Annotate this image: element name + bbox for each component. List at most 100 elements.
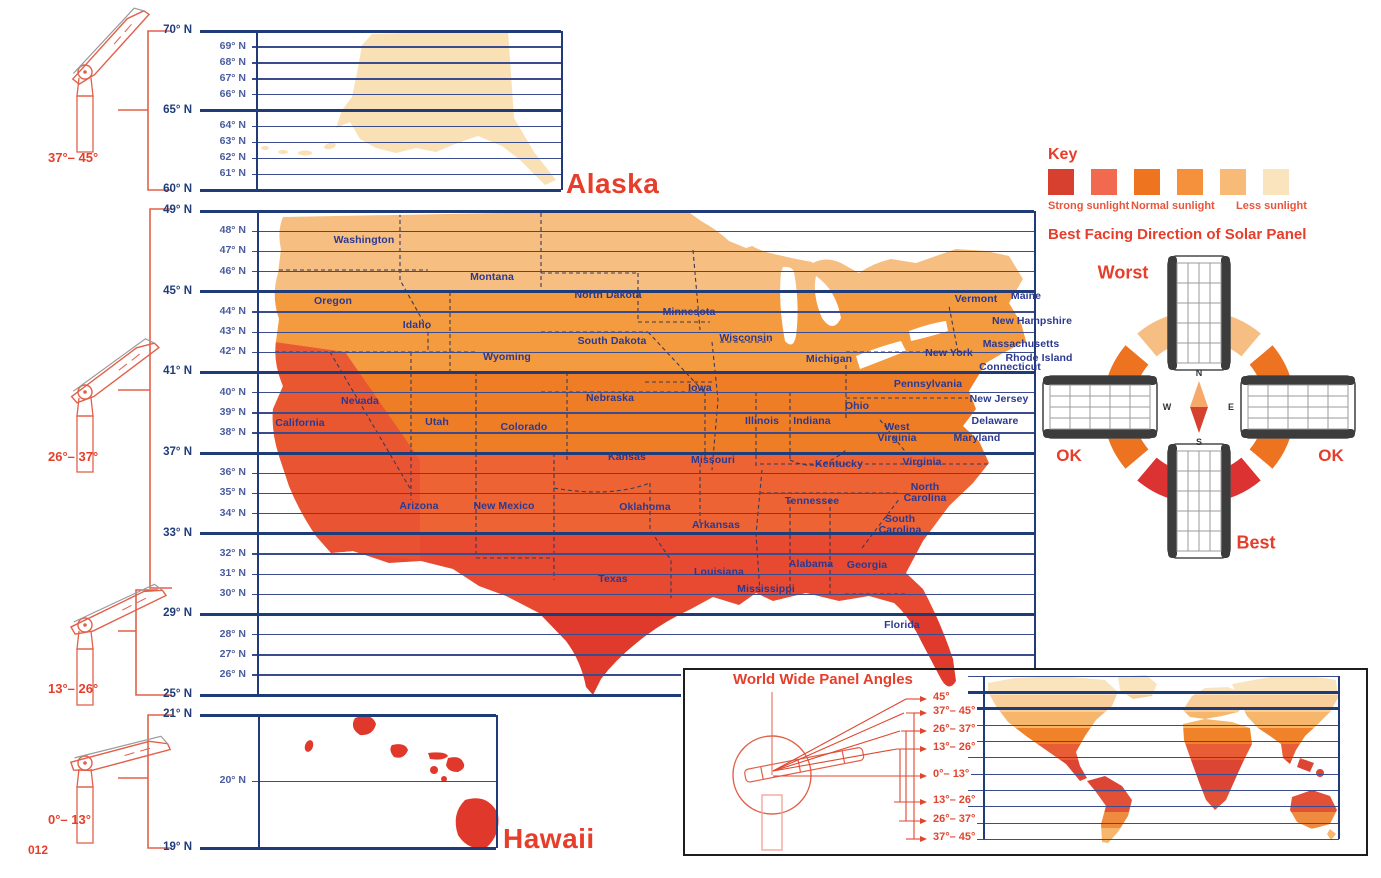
latitude-line [252,432,1034,434]
facing-direction-diagram [1042,255,1356,559]
latitude-line [200,209,1034,213]
main-frame-left [257,211,259,695]
state-label: South Carolina [878,512,922,536]
latitude-line [252,674,681,676]
alaska-frame-right [561,31,563,190]
state-label: Idaho [402,319,432,331]
state-label: North Carolina [903,480,947,504]
key-label: Less sunlight [1236,200,1307,212]
latitude-line [252,654,1034,656]
latitude-label: 46° N [219,264,246,277]
state-label: Missouri [691,454,735,466]
latitude-line [252,173,561,175]
latitude-line [200,290,1034,294]
world-latitude-line [968,756,1339,758]
world-latitude-line [968,690,1339,694]
world-angle-label: 26°– 37° [931,723,978,735]
state-label: Oklahoma [619,501,671,513]
state-label: Kentucky [814,458,864,470]
latitude-line [252,230,1034,233]
world-latitude-line [968,838,1339,840]
latitude-label: 36° N [219,466,246,479]
latitude-line [252,125,561,128]
world-angles-illustration [732,692,927,851]
latitude-line [252,472,1034,475]
latitude-label: 45° N [163,284,192,297]
latitude-label: 29° N [163,607,192,620]
state-label: Tennessee [784,495,840,507]
world-latitude-line [968,724,1339,726]
world-angle-label: 37°– 45° [931,831,978,843]
latitude-label: 35° N [219,486,246,499]
hawaii-frame-left [258,715,260,848]
state-label: Arizona [399,500,439,512]
key-title: Key [1048,146,1078,163]
world-frame-left [983,676,985,839]
state-label: Colorado [500,421,548,433]
latitude-label: 25° N [163,688,192,701]
hawaii-title: Hawaii [503,823,595,854]
state-label: Massachusetts [982,338,1060,350]
world-angle-label: 13°– 26° [931,794,978,806]
world-title: World Wide Panel Angles [733,671,913,688]
world-latitude-line [968,789,1339,791]
latitude-line [200,451,1034,455]
state-label: Wisconsin [719,332,773,344]
latitude-label: 19° N [163,841,192,853]
latitude-line [252,94,561,96]
state-label: Delaware [971,415,1019,427]
latitude-label: 69° N [219,39,246,52]
latitude-label: 65° N [163,103,192,116]
world-latitude-line [968,805,1339,807]
state-label: Kansas [608,451,646,463]
key-label: Normal sunlight [1131,200,1215,212]
latitude-label: 48° N [219,224,246,237]
latitude-label: 60° N [163,183,192,195]
latitude-label: 61° N [219,167,246,180]
compass-e-label: E [1227,402,1235,412]
latitude-label: 34° N [219,506,246,519]
latitude-label: 37° N [163,446,192,459]
state-label: Michigan [805,353,853,365]
state-label: West Virginia [877,420,917,444]
state-label: Utah [425,416,449,428]
latitude-line [252,250,1034,253]
latitude-line [252,593,1034,596]
latitude-line [252,331,1034,333]
angle-brackets [118,30,172,849]
alaska-frame-left [256,31,258,190]
latitude-label: 68° N [219,55,246,68]
latitude-line [200,693,681,697]
latitude-label: 33° N [163,526,192,539]
latitude-line [200,612,1034,616]
world-angle-label: 45° [931,691,952,703]
latitude-label: 30° N [219,587,246,600]
main-frame-right [1034,211,1036,668]
latitude-label: 20° N [219,774,246,786]
latitude-label: 67° N [219,71,246,84]
key-swatch [1220,169,1246,195]
latitude-label: 43° N [219,325,246,338]
latitude-line [252,78,561,80]
latitude-line [252,392,1034,394]
state-label: Georgia [846,559,888,571]
latitude-label: 41° N [163,365,192,378]
world-angle-label: 0°– 13° [931,768,972,780]
latitude-line [252,492,1034,495]
latitude-line [252,412,1034,414]
latitude-label: 49° N [163,204,192,216]
state-label: Nevada [341,395,379,407]
state-label: Vermont [954,293,998,305]
hawaii-map [304,716,499,849]
latitude-label: 21° N [163,708,192,720]
state-label: Virginia [902,456,942,468]
latitude-line [252,46,561,48]
state-label: Ohio [844,400,870,412]
latitude-label: 62° N [219,151,246,164]
compass-needle-north [1190,381,1208,407]
state-label: Nebraska [585,392,635,404]
latitude-line [252,553,1034,555]
state-label: Indiana [793,415,831,427]
